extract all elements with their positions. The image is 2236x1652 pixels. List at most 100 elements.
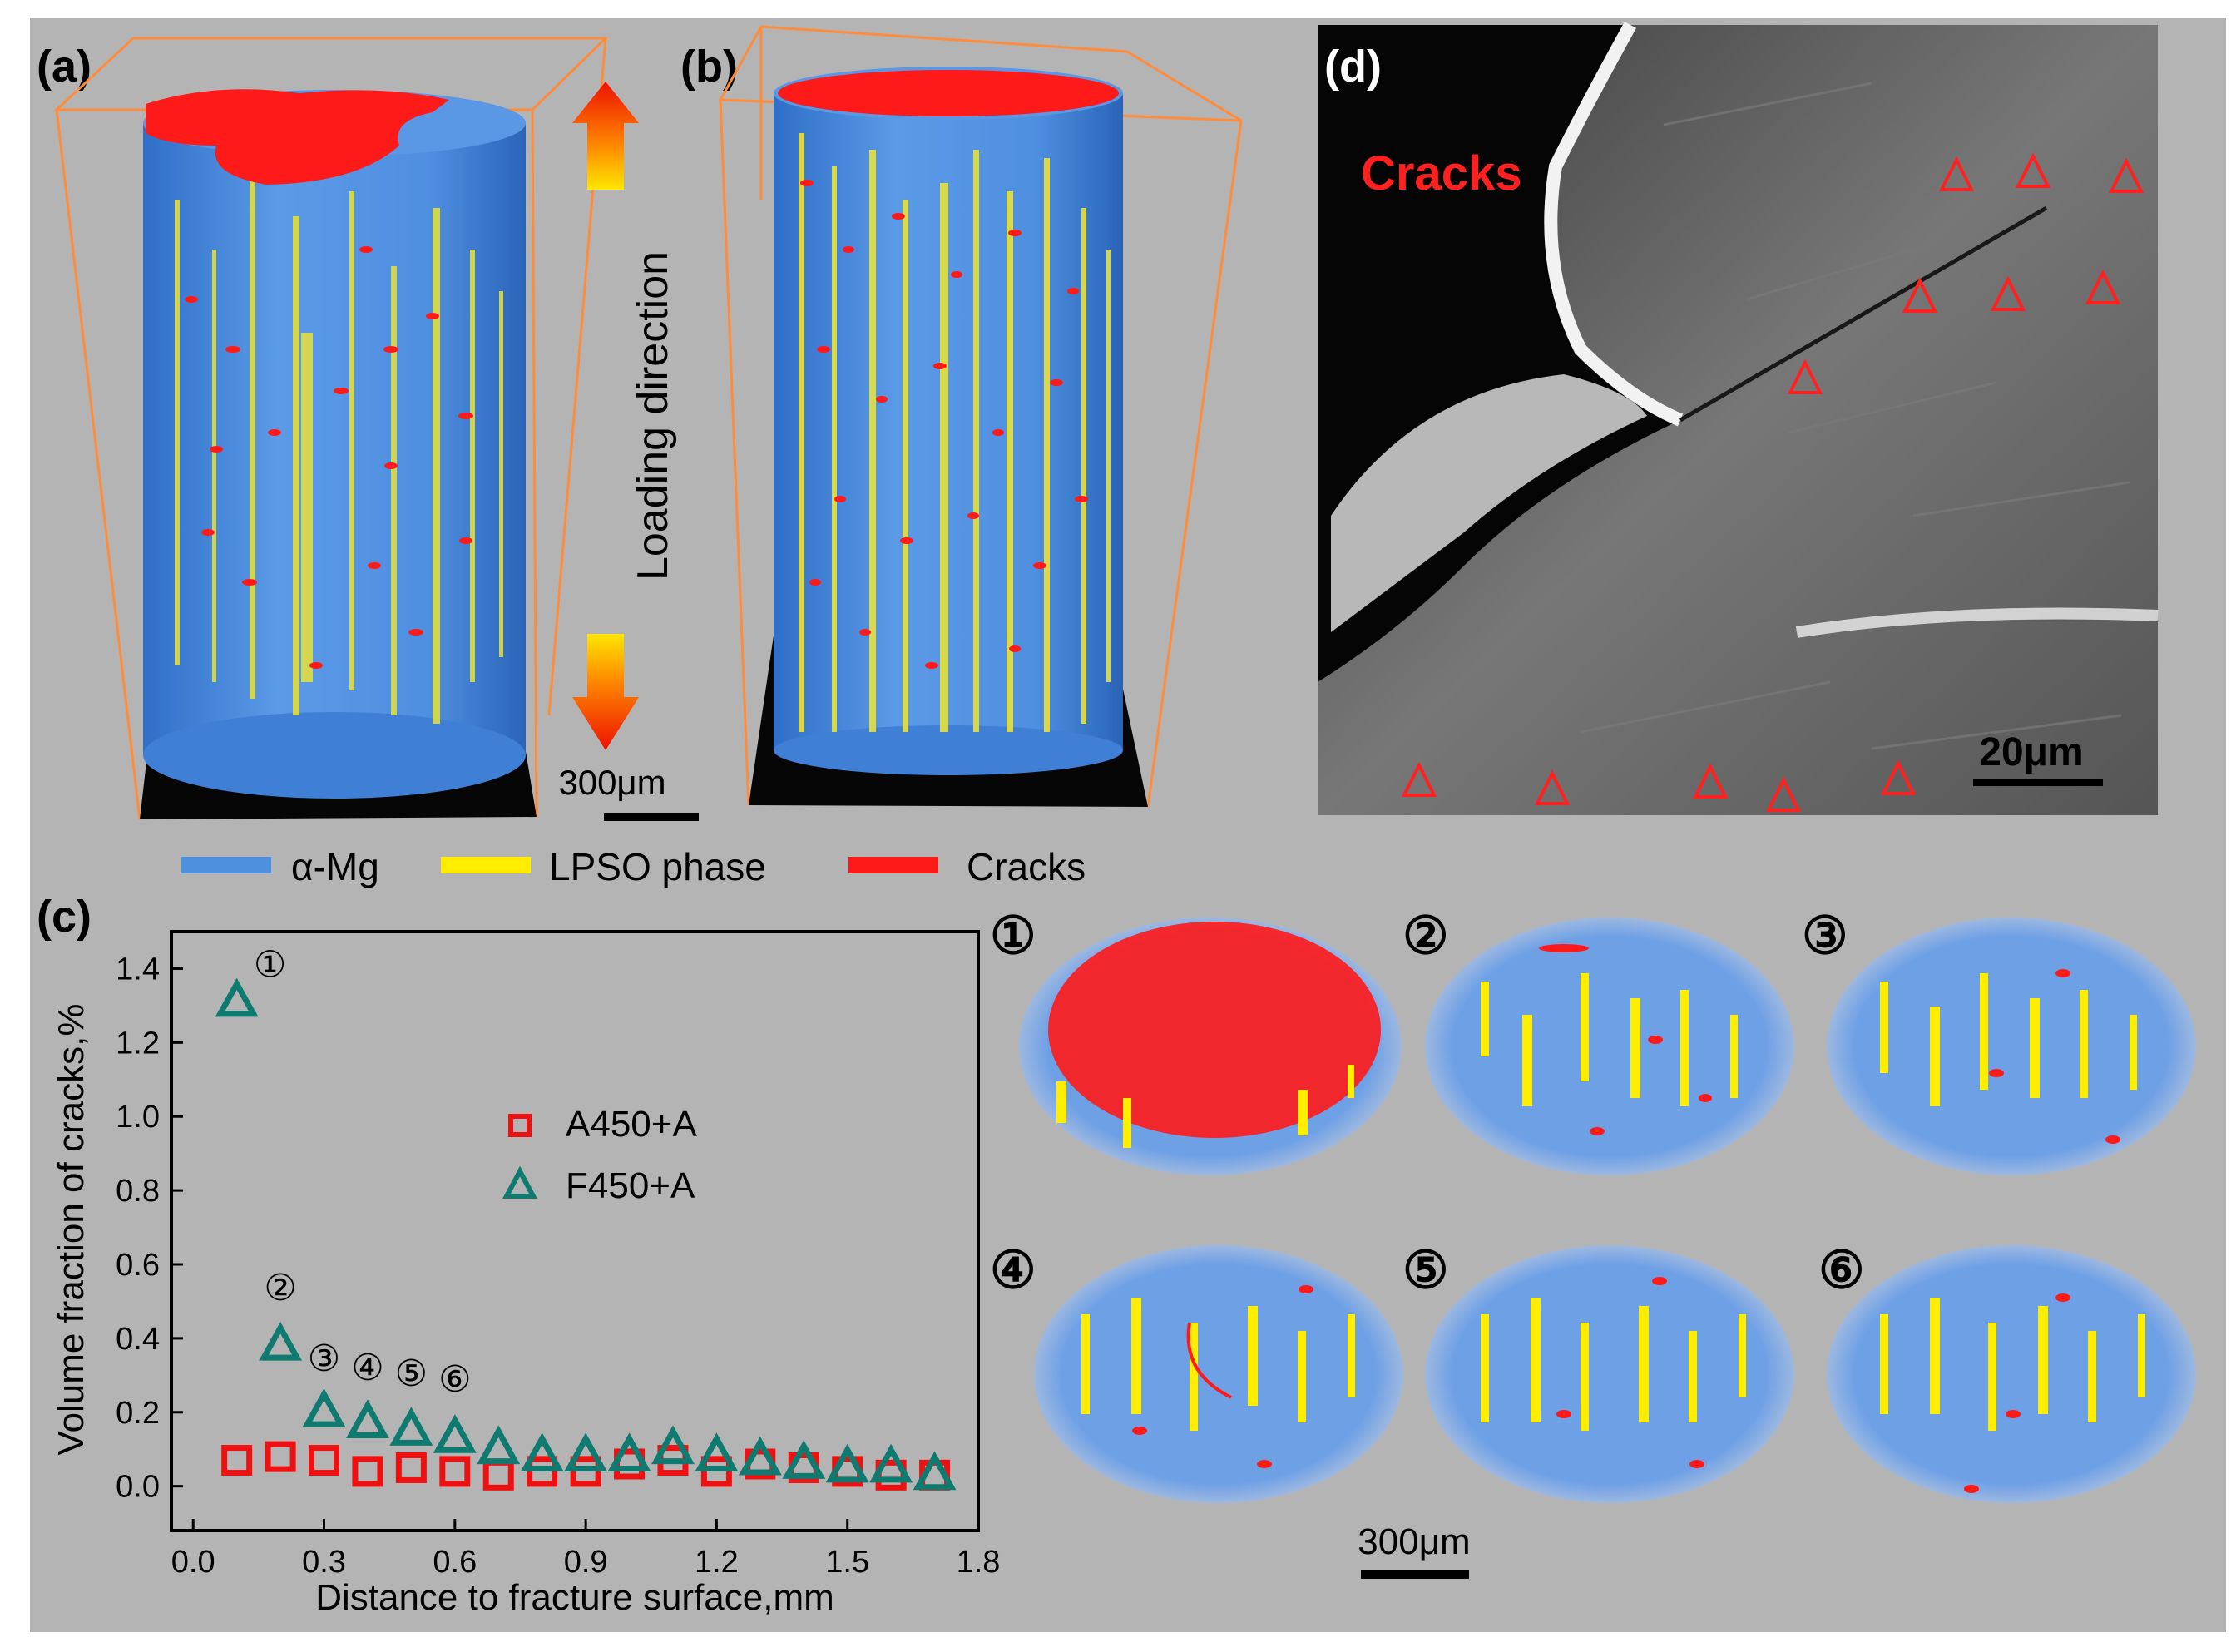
- data-point-f450: [738, 1436, 782, 1476]
- plot-frame: [170, 930, 980, 1532]
- slice-1: ①: [990, 908, 1402, 1175]
- crack-marker-triangle: [2015, 152, 2051, 188]
- crack-markers: [1401, 152, 2144, 812]
- scale-bar-sem: [1973, 779, 2103, 786]
- panel-b: (b): [680, 25, 1243, 808]
- slice-cracks-3: [1989, 969, 2120, 1144]
- y-tick-label: 0.0: [116, 1470, 160, 1505]
- slice-5: ⑤: [1402, 1242, 1794, 1503]
- panel-label-a: (a): [37, 42, 92, 92]
- crack-specks-a: [185, 246, 473, 669]
- slice-4: ④: [990, 1242, 1403, 1503]
- x-tick-label: 0.3: [302, 1545, 346, 1580]
- slice-3: ③: [1802, 908, 2196, 1175]
- slice-2: ②: [1402, 908, 1794, 1175]
- data-point-a450: [309, 1445, 340, 1476]
- y-tick-label: 1.0: [116, 1100, 160, 1135]
- data-point-f450: [302, 1387, 346, 1427]
- slice-cracks-4: [1132, 1285, 1313, 1468]
- y-axis-label: Volume fraction of cracks,%: [51, 1004, 92, 1456]
- panel-label-c: (c): [37, 892, 92, 942]
- fracture-surface-cracks-a: [146, 89, 449, 185]
- crack-marker-triangle: [1787, 359, 1823, 394]
- slice-lpso-5: [1481, 1298, 1746, 1431]
- data-point-f450: [695, 1432, 739, 1472]
- lpso-streaks-b: [799, 133, 1111, 732]
- slice-lpso-2: [1481, 973, 1738, 1106]
- legend-swatch-lpso: [441, 857, 531, 873]
- fracture-surface-cracks-b: [778, 70, 1119, 116]
- legend-swatch-alpha-mg: [181, 857, 271, 873]
- point-annotation: ⑥: [438, 1359, 471, 1400]
- panel-a: (a): [37, 37, 609, 820]
- slice-image-5: [1425, 1245, 1794, 1503]
- legend-label-a450: A450+A: [566, 1104, 697, 1145]
- crack-marker-triangle: [1938, 156, 1975, 191]
- scale-bar-label-sem: 20μm: [1979, 730, 2083, 774]
- data-point-a450: [265, 1441, 296, 1472]
- data-point-f450: [913, 1451, 957, 1491]
- chart-legend: A450+A F450+A: [502, 1104, 697, 1206]
- slice-lpso-6: [1880, 1298, 2145, 1431]
- legend-label-cracks: Cracks: [967, 845, 1086, 888]
- data-point-f450: [869, 1443, 913, 1483]
- legend-label-lpso: LPSO phase: [549, 845, 766, 888]
- crack-marker-triangle: [1902, 277, 1938, 313]
- scale-bar-label-top: 300μm: [558, 763, 665, 802]
- y-tick-label: 1.2: [116, 1026, 160, 1061]
- cylinder-a: [143, 89, 526, 799]
- crack-marker-triangle: [1692, 763, 1729, 799]
- x-axis-label: Distance to fracture surface,mm: [315, 1577, 834, 1618]
- data-point-f450: [651, 1425, 695, 1465]
- legend-label-alpha-mg: α-Mg: [291, 845, 379, 888]
- bounding-box-b: [718, 25, 1243, 808]
- crack-marker-triangle: [2108, 157, 2144, 193]
- data-point-f450: [782, 1440, 826, 1479]
- data-point-a450: [395, 1452, 427, 1483]
- data-point-f450: [259, 1321, 303, 1361]
- panel-d: (d) Cracks 20μm: [1318, 22, 2159, 815]
- data-point-f450: [607, 1432, 651, 1472]
- crack-specks-b: [800, 180, 1088, 669]
- slice-label-5: ⑤: [1402, 1242, 1449, 1299]
- slice-cracks-2: [1539, 944, 1712, 1135]
- crack-marker-triangle: [1990, 275, 2026, 311]
- slice-label-3: ③: [1802, 908, 1848, 965]
- legend-swatch-cracks: [848, 857, 938, 873]
- sem-crack-line: [1679, 205, 2048, 423]
- loading-direction-indicator: Loading direction 300μm: [558, 82, 699, 821]
- slice-cracks-1: [1048, 922, 1381, 1138]
- data-point-f450: [433, 1414, 477, 1453]
- x-tick-label: 0.9: [564, 1545, 608, 1580]
- crack-marker-triangle: [1765, 776, 1802, 812]
- x-tick-label: 1.5: [825, 1545, 869, 1580]
- slice-lpso-1: [1056, 1065, 1354, 1148]
- data-point-f450: [564, 1432, 608, 1472]
- crack-marker-triangle: [1401, 761, 1437, 797]
- scale-bar-slices: [1361, 1570, 1469, 1579]
- point-annotation: ③: [308, 1338, 340, 1379]
- cross-section-slices: ① ② ③: [990, 908, 2196, 1579]
- slice-image-2: [1425, 918, 1794, 1175]
- slice-image-4: [1034, 1245, 1403, 1503]
- arrow-up-icon: [572, 82, 639, 190]
- data-point-a450: [221, 1445, 253, 1476]
- data-point-a450: [439, 1456, 471, 1487]
- data-point-f450: [477, 1425, 521, 1465]
- panel-c: (c) 0.0 0.3 0.6 0.9 1.2 1.5 1.8 0.0 0.2 0.4 0.6 0.8…: [37, 892, 1000, 1618]
- scale-bar-top: [604, 813, 699, 821]
- slice-image-3: [1827, 918, 2196, 1175]
- point-annotation: ①: [254, 944, 286, 985]
- slice-lpso-3: [1880, 973, 2137, 1106]
- x-tick-label: 1.2: [695, 1545, 739, 1580]
- point-annotation: ④: [351, 1348, 383, 1388]
- slice-lpso-4: [1081, 1298, 1355, 1431]
- scale-bar-label-slices: 300μm: [1358, 1521, 1470, 1562]
- y-tick-label: 0.2: [116, 1396, 160, 1431]
- crack-marker-triangle: [1880, 759, 1917, 795]
- slice-cracks-6: [1964, 1293, 2070, 1493]
- x-tick-label: 0.6: [433, 1545, 477, 1580]
- y-tick-label: 0.4: [116, 1322, 160, 1357]
- slice-label-4: ④: [990, 1242, 1036, 1299]
- crack-marker-triangle: [1534, 769, 1571, 805]
